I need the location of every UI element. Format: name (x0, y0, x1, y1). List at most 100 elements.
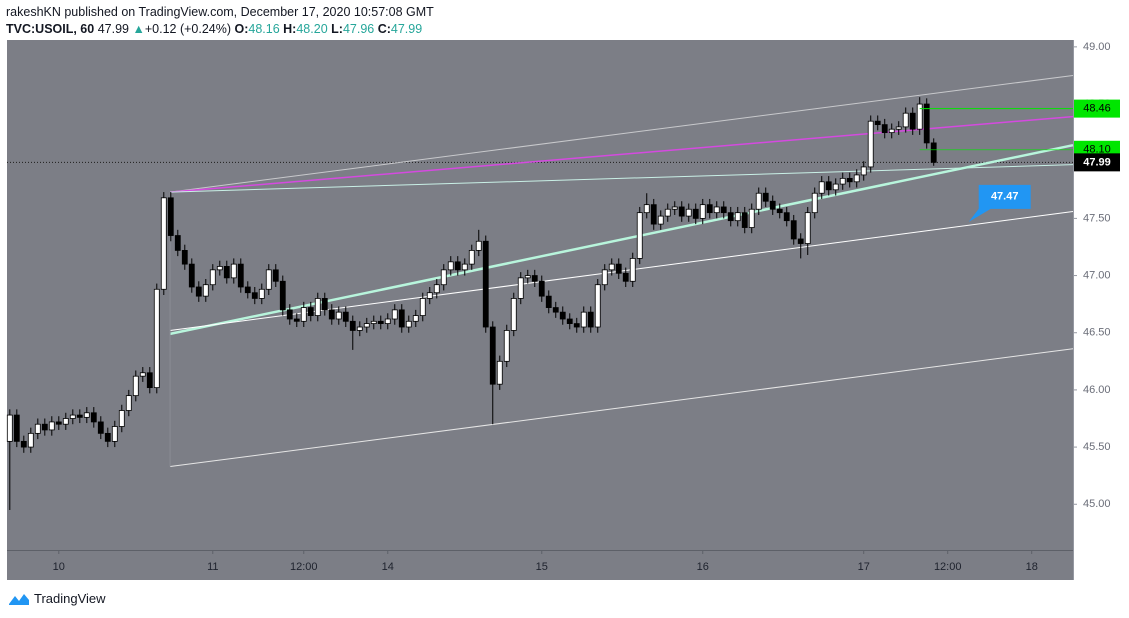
candle-body (909, 112, 916, 130)
publisher: rakeshKN published on TradingView.com, D… (6, 5, 434, 19)
candle-body (265, 269, 272, 290)
candle-body (377, 320, 384, 324)
candle-body (13, 414, 20, 442)
candle-body (783, 212, 790, 222)
candle-body (244, 286, 251, 294)
candle-body (608, 263, 615, 271)
candle-body (384, 318, 391, 324)
candle-body (874, 120, 881, 126)
candle-body (461, 263, 468, 271)
candle-body (62, 418, 69, 425)
candle-body (888, 128, 895, 134)
candle-body (209, 269, 216, 286)
candle-body (552, 307, 559, 313)
candle-body (412, 315, 419, 322)
candle-body (804, 212, 811, 244)
candle-body (223, 266, 230, 279)
candle-body (251, 292, 258, 299)
candle-body (258, 288, 265, 299)
candle-body (132, 375, 139, 397)
candle-body (510, 298, 517, 331)
candle-body (846, 177, 853, 183)
candle-body (97, 421, 104, 434)
candle-body (685, 208, 692, 217)
candle-body (601, 269, 608, 286)
candle-body (692, 208, 699, 219)
candle-body (111, 426, 118, 442)
candle-body (286, 309, 293, 320)
change: +0.12 (+0.24%) (144, 22, 232, 36)
candle-body (713, 206, 720, 214)
symbol: TVC:USOIL, 60 (6, 22, 95, 36)
candle-body (83, 412, 90, 418)
candle-body (335, 311, 342, 320)
candle-body (902, 112, 909, 128)
candle-body (349, 320, 356, 331)
candle-body (587, 311, 594, 328)
candle-body (475, 240, 482, 251)
candle-body (41, 423, 48, 431)
candle-body (195, 286, 202, 297)
candle-body (671, 206, 678, 210)
candle-body (839, 177, 846, 185)
x-tick-label: 11 (207, 561, 218, 573)
candle-body (237, 263, 244, 288)
candle-body (20, 440, 27, 448)
x-tick-label: 15 (536, 561, 548, 573)
price-axis-background (1073, 40, 1123, 580)
candle-body (125, 395, 132, 411)
candle-body (447, 261, 454, 271)
candle-body (342, 311, 349, 322)
candle-body (566, 318, 573, 324)
callout-label: 47.47 (991, 191, 1019, 203)
candle-body (216, 266, 223, 271)
candle-body (776, 208, 783, 214)
candle-body (118, 410, 125, 427)
candle-body (146, 372, 153, 389)
candle-body (489, 326, 496, 385)
candle-body (307, 307, 314, 316)
candle-body (769, 200, 776, 210)
trend-line (170, 74, 1074, 193)
candle-body (55, 421, 62, 425)
candle-body (636, 212, 643, 259)
candle-body (664, 208, 671, 217)
h-label: H: (283, 22, 297, 36)
x-tick-label: 12:00 (934, 561, 962, 573)
trend-line (170, 348, 1074, 468)
candle-body (895, 126, 902, 130)
candle-body (734, 212, 741, 222)
candle-body (104, 432, 111, 442)
candle-body (433, 284, 440, 294)
candle-body (825, 181, 832, 191)
arrow: ▲ (132, 22, 145, 36)
candle-body (293, 318, 300, 322)
y-tick-label: 49.00 (1083, 41, 1111, 53)
candle-body (153, 288, 160, 389)
candle-body (538, 280, 545, 297)
candle-body (573, 323, 580, 328)
candle-body (181, 250, 188, 265)
candle-body (832, 183, 839, 191)
candle-body (748, 208, 755, 228)
quote-line: TVC:USOIL, 60 47.99 ▲+0.12 (+0.24%) O:48… (6, 21, 434, 38)
last-price-label: 47.99 (1083, 156, 1111, 168)
candle-body (517, 277, 524, 299)
candle-body (230, 263, 237, 279)
y-tick-label: 45.00 (1083, 498, 1111, 510)
candle-body (356, 326, 363, 331)
candle-body (27, 432, 34, 448)
candle-body (930, 142, 937, 163)
level-box (1074, 99, 1120, 118)
candle-body (440, 269, 447, 286)
candle-body (34, 423, 41, 434)
candle-body (650, 204, 657, 225)
candle-body (48, 421, 55, 431)
time-axis-background (7, 550, 1073, 580)
candle-body (860, 166, 867, 176)
candle-body (762, 192, 769, 202)
y-tick-label: 46.00 (1083, 384, 1111, 396)
candle-body (468, 250, 475, 265)
x-tick-label: 10 (53, 561, 65, 573)
candle-body (797, 238, 804, 244)
